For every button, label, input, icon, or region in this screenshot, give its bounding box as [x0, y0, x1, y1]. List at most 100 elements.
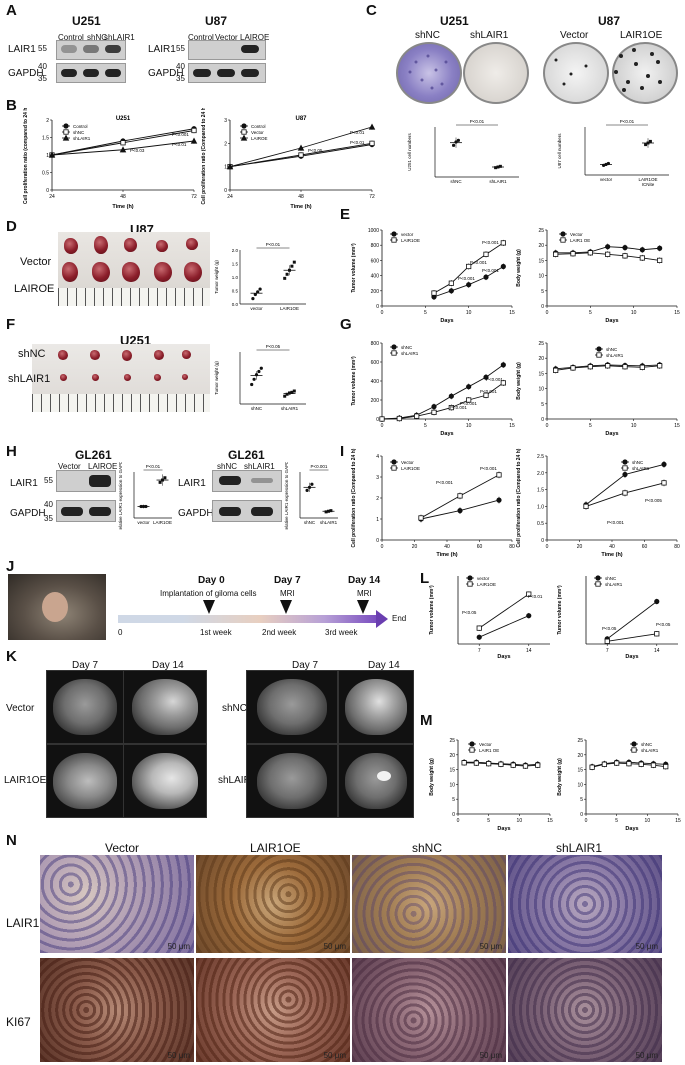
x-tick-label: 5	[424, 310, 427, 316]
y-tick-label: 15	[538, 371, 544, 377]
day14-arrow	[357, 600, 369, 614]
p-value-annotation: P<0.001	[172, 132, 189, 137]
legend-label: shLAIR1	[632, 466, 650, 471]
y-axis-label: Body weight (g)	[516, 249, 522, 287]
x-axis-label: Time (h)	[290, 204, 311, 210]
data-point	[63, 129, 69, 135]
panel-c-right-title: U87	[598, 14, 621, 28]
panel-a-left-title: U251	[72, 14, 101, 28]
y-axis-label: Cell proliferation ratio (Compared to 24…	[516, 448, 522, 547]
y-axis-label: Tumor volume (mm³)	[557, 585, 563, 635]
data-point	[457, 507, 463, 514]
x-tick-label: 20	[412, 544, 418, 550]
data-point	[452, 143, 456, 147]
data-point	[601, 761, 608, 767]
y-tick-label: 3	[376, 475, 379, 481]
x-tick-label: 10	[631, 423, 637, 429]
data-point	[119, 146, 127, 153]
y-tick-label: 600	[371, 360, 380, 366]
data-point	[63, 123, 69, 129]
panel-label-k: K	[6, 648, 17, 665]
data-point	[483, 374, 489, 380]
panel-label-d: D	[6, 218, 17, 235]
data-point	[431, 290, 437, 296]
scale-bar-label: 50 μm	[323, 1051, 346, 1060]
data-point	[595, 581, 601, 587]
chart-m-right: 0 5 10 15 20 25 0 5 10 15 Days Body weight (g) shNCs…	[557, 738, 681, 832]
panel-h-right-row-gapdh: GAPDH	[178, 508, 214, 519]
mri-vector-day7	[46, 670, 124, 744]
data-point	[498, 164, 502, 168]
p-value-annotation: P<0.01	[470, 119, 485, 124]
data-point	[290, 390, 294, 394]
y-tick-label: 1	[376, 517, 379, 523]
data-point	[163, 476, 167, 480]
data-point	[467, 581, 473, 587]
p-value-annotation: P<0.05	[266, 344, 281, 349]
panel-n-col-shnc: shNC	[412, 841, 443, 855]
y-tick-label: 15	[449, 768, 455, 774]
y-axis-label: U87 cell numbers	[557, 133, 562, 169]
tumor-photo-u251	[32, 344, 210, 412]
y-axis-label: U251 cell numbers	[407, 132, 412, 170]
y-tick-label: 400	[371, 379, 380, 385]
timeline-day7-sub: MRI	[280, 589, 295, 598]
series-line	[607, 633, 657, 642]
x-tick-label: 15	[509, 310, 515, 316]
chart-f: Tumor weight (g) shNC shLAIR1 P<0.05	[214, 344, 306, 411]
y-tick-label: 20	[577, 753, 583, 759]
y-tick-label: 20	[538, 243, 544, 249]
y-tick-label: 3	[224, 118, 227, 124]
chart-b-left: 0 0.5 1 1.5 2 24 48 72 Time (h) Cell proliferatio…	[23, 108, 198, 210]
legend-label: LAIR1 OE	[570, 238, 590, 243]
panel-a-row-gapdh: GAPDH	[8, 68, 44, 79]
y-tick-label: 10	[538, 274, 544, 280]
data-point	[560, 231, 566, 237]
y-axis-label: Body weight (g)	[516, 362, 522, 400]
panel-n-col-vector: Vector	[105, 841, 140, 855]
legend-label: Control	[251, 124, 266, 129]
x-tick-label: 60	[642, 544, 648, 550]
x-tick-label: 15	[509, 423, 515, 429]
y-tick-label: 1	[46, 153, 49, 159]
y-tick-label: 2	[376, 496, 379, 502]
mri-shnc-day7	[246, 670, 338, 744]
data-point	[604, 638, 610, 644]
panel-a-mw-35-u87: 35	[176, 74, 185, 83]
panel-k-row-shnc: shNC	[222, 703, 248, 714]
ihc-ki67-shlair1: 50 μm	[508, 958, 662, 1062]
western-blot-gapdh-u251	[56, 63, 126, 83]
panel-f-row-shnc: shNC	[18, 348, 46, 360]
y-axis-label: Cell proliferation ratio (Compared to 24…	[351, 448, 357, 547]
x-tick-label: 0	[546, 423, 549, 429]
data-point	[391, 459, 397, 465]
scale-bar-label: 50 μm	[635, 942, 658, 951]
data-point	[379, 416, 385, 422]
data-point	[191, 127, 197, 134]
y-tick-label: 0	[541, 304, 544, 310]
data-point	[241, 129, 247, 135]
x-tick-label: 15	[674, 423, 680, 429]
y-tick-label: 20	[538, 356, 544, 362]
y-axis-label: Tumor volume (mm³)	[351, 243, 357, 293]
p-value-annotation: P<0.01	[266, 242, 281, 247]
data-point	[283, 276, 287, 280]
y-tick-label: 4	[376, 454, 379, 460]
colony-dots	[408, 48, 662, 92]
chart-h-left: Relative LAIR1 expression to GAPDH vector…	[118, 462, 172, 530]
x-tick-label: 48	[298, 194, 304, 200]
data-point	[498, 761, 504, 767]
colony-dish-vector	[543, 42, 609, 104]
ihc-lair1-shnc: 50 μm	[352, 855, 506, 953]
data-point	[256, 290, 260, 294]
western-blot-gapdh-u87	[188, 63, 266, 83]
western-blot-lair1-u87	[188, 40, 266, 60]
panel-label-a: A	[6, 2, 17, 19]
y-axis-label: Body weight (g)	[429, 758, 435, 796]
data-point	[622, 490, 628, 496]
legend-label: Vector	[570, 232, 583, 237]
panel-a-lane-control-u87: Control	[188, 33, 214, 42]
data-point	[486, 761, 492, 767]
